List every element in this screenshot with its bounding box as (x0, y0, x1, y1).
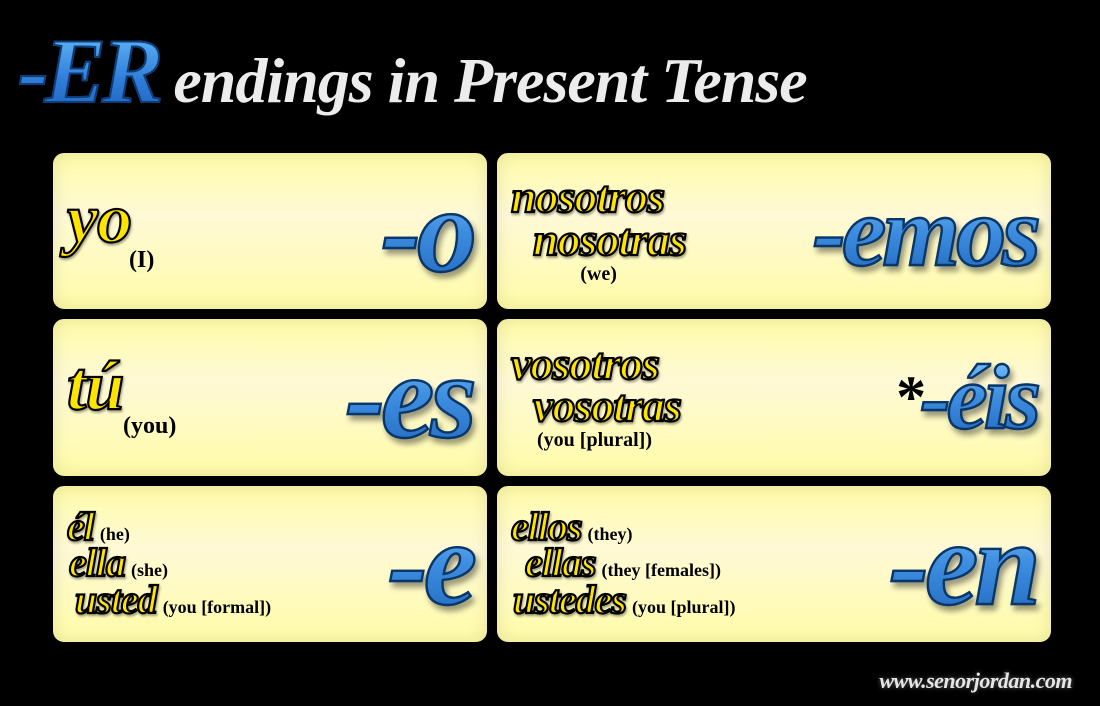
conjugation-grid: yo (I) -o nosotros nosotras (we) -emos t… (50, 150, 1050, 645)
ending-ellos: -en (889, 495, 1037, 633)
pronoun-vosotros-m: vosotros (511, 343, 681, 385)
cell-vosotros: vosotros vosotras (you [plural]) * -éis (494, 316, 1054, 478)
page-title: -ER endings in Present Tense (18, 18, 1082, 124)
pronoun-usted: usted (75, 582, 157, 619)
pronoun-yo: yo (67, 188, 131, 252)
pronoun-tu: tú (67, 355, 123, 419)
cell-el: él (he) ella (she) usted (you [formal]) … (50, 483, 490, 645)
english-yo: (I) (129, 247, 154, 274)
cell-tu: tú (you) -es (50, 316, 490, 478)
pronoun-vosotros-f: vosotras (533, 385, 681, 427)
cell-yo: yo (I) -o (50, 150, 490, 312)
english-nosotros: (we) (580, 263, 617, 286)
cell-nosotros: nosotros nosotras (we) -emos (494, 150, 1054, 312)
english-ustedes: (you [plural]) (632, 597, 736, 618)
cell-ellos: ellos (they) ellas (they [females]) uste… (494, 483, 1054, 645)
ending-nosotros: -emos (813, 174, 1037, 289)
english-tu: (you) (123, 413, 176, 440)
title-rest: endings in Present Tense (173, 44, 806, 118)
ending-el: -e (388, 495, 473, 633)
watermark: www.senorjordan.com (879, 668, 1072, 694)
pronoun-nosotros-m: nosotros (511, 176, 686, 218)
english-usted: (you [formal]) (163, 597, 271, 618)
ending-yo: -o (381, 162, 473, 300)
title-prefix: -ER (18, 18, 159, 124)
ending-vosotros: -éis (920, 344, 1037, 450)
pronoun-nosotros-f: nosotras (533, 219, 686, 261)
ending-tu: -es (345, 328, 473, 466)
english-vosotros: (you [plural]) (537, 429, 652, 452)
pronoun-ustedes: ustedes (513, 582, 626, 619)
